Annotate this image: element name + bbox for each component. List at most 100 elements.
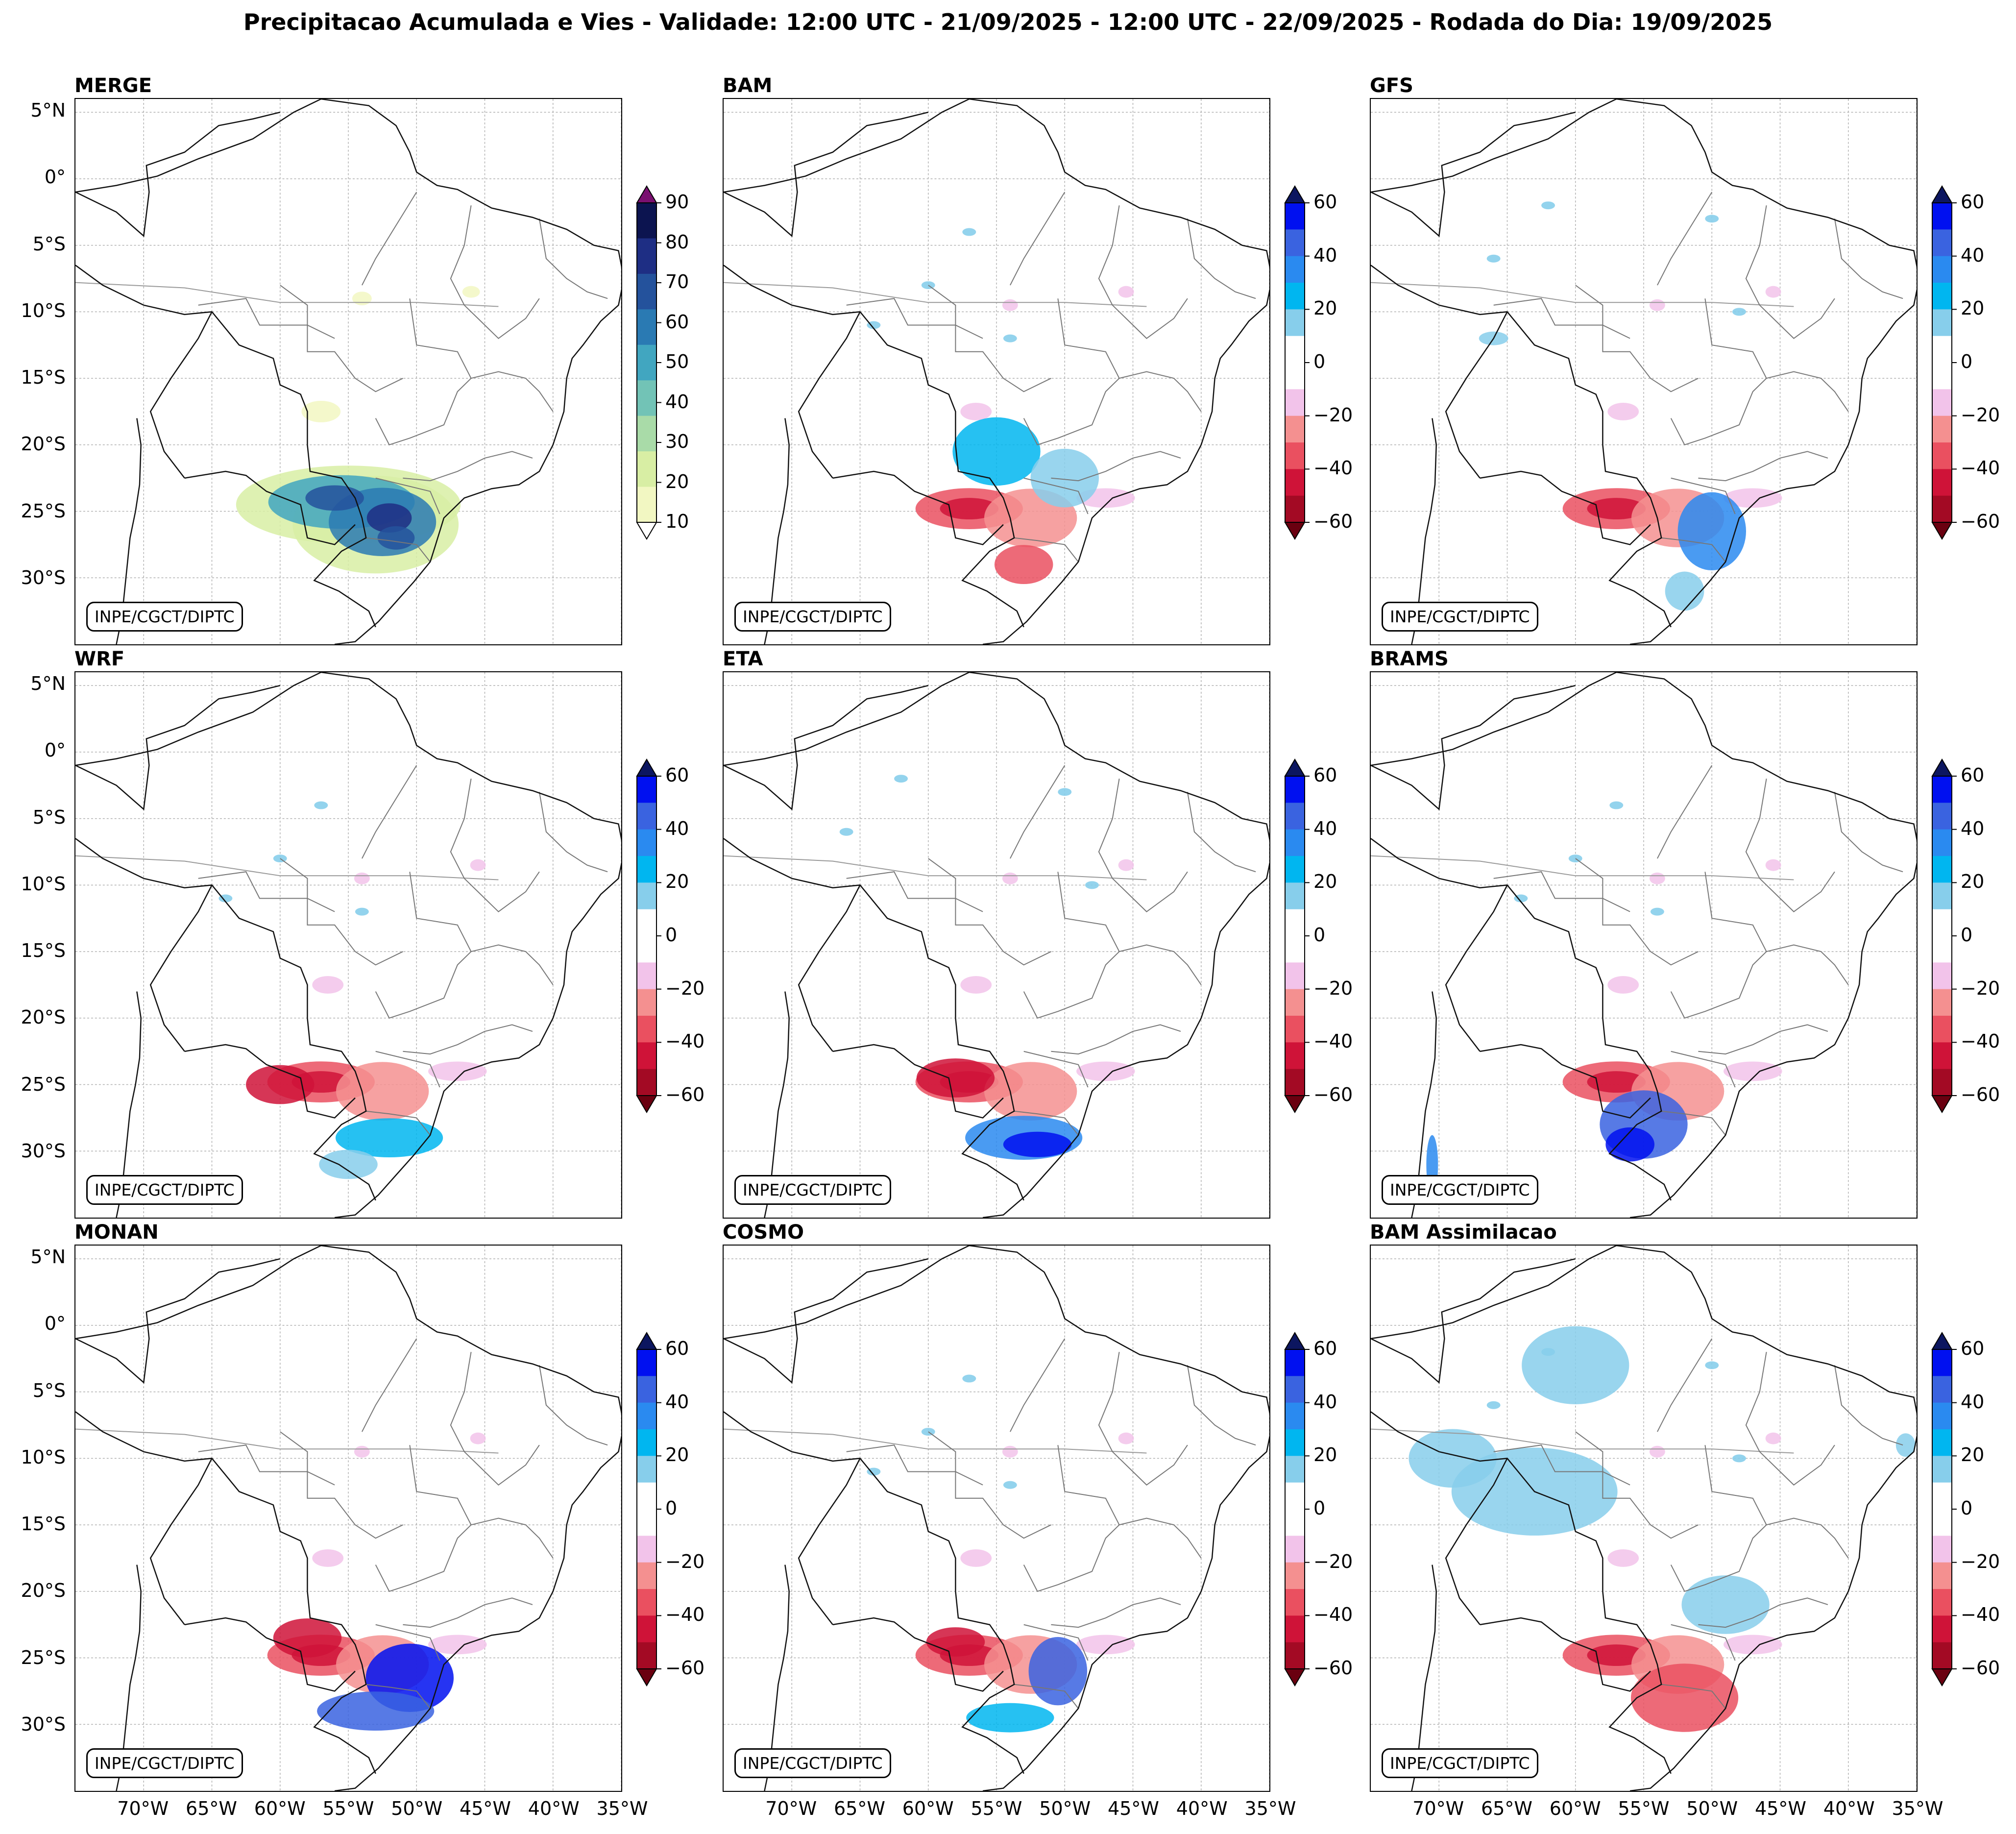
colorbar-tick-label: 0 <box>1313 351 1326 372</box>
bias-colorbar: 60 40 20 0 −20 −40 −60 <box>1284 1332 1353 1687</box>
colorbar-tick-label: −60 <box>1961 511 2000 532</box>
colorbar-tick-label: −40 <box>665 1030 705 1052</box>
panel-title: MERGE <box>74 74 152 97</box>
colorbar-tick-label: 40 <box>1313 817 1337 839</box>
lon-label: 60°W <box>1549 1798 1601 1819</box>
colorbar-tick-label: 20 <box>1961 871 1985 893</box>
colorbar-tick-label: 40 <box>665 391 689 413</box>
precipitation-field <box>839 775 1135 1160</box>
colorbar-tick-label: −60 <box>1961 1084 2000 1105</box>
precipitation-field <box>267 1432 487 1731</box>
map-panel: INPE/CGCT/DIPTC <box>1370 671 1918 1219</box>
lat-label: 15°S <box>21 1513 66 1535</box>
colorbar-scale <box>636 758 661 1113</box>
colorbar-tick-label: −20 <box>1313 977 1353 999</box>
colorbar-tick-label: 20 <box>1313 1444 1337 1466</box>
lon-label: 45°W <box>1108 1798 1159 1819</box>
colorbar-tick-label: 80 <box>665 231 689 253</box>
panel-title: COSMO <box>723 1221 804 1244</box>
colorbar-tick-label: 30 <box>665 431 689 452</box>
panel-title: WRF <box>74 648 125 670</box>
colorbar-tick-label: −20 <box>1961 404 2000 426</box>
lon-label: 45°W <box>460 1798 511 1819</box>
colorbar-tick-label: −60 <box>1313 511 1353 532</box>
map-canvas <box>1371 99 1917 644</box>
lon-label: 55°W <box>1618 1798 1670 1819</box>
colorbar-tick-label: −60 <box>665 1657 705 1679</box>
colorbar-tick-label: 0 <box>1313 924 1326 946</box>
colorbar-tick-label: 20 <box>1313 297 1337 319</box>
colorbar-tick-label: −20 <box>665 1550 705 1572</box>
map-panel: INPE/CGCT/DIPTC <box>723 98 1270 645</box>
map-canvas <box>75 1246 621 1791</box>
colorbar-tick-label: 60 <box>1961 764 1985 786</box>
colorbar-tick-label: 20 <box>665 871 689 893</box>
precipitation-field <box>1409 1326 1916 1732</box>
map-canvas <box>1371 1246 1917 1791</box>
lon-label: 60°W <box>902 1798 954 1819</box>
colorbar-tick-label: 60 <box>1313 764 1337 786</box>
lat-label: 5°S <box>32 1379 66 1401</box>
lat-label: 10°S <box>21 299 66 321</box>
colorbar-tick-label: 60 <box>1313 1338 1337 1359</box>
map-canvas <box>75 99 621 644</box>
colorbar-tick-label: −40 <box>1961 1604 2000 1626</box>
lat-label: 5°N <box>30 99 66 122</box>
lat-label: 5°N <box>30 1246 66 1268</box>
colorbar-tick-label: 60 <box>665 311 689 333</box>
colorbar-tick-label: 60 <box>1961 1338 1985 1359</box>
colorbar-tick-label: 0 <box>665 1497 678 1519</box>
lat-label: 25°S <box>21 1073 66 1095</box>
lon-label: 70°W <box>117 1798 169 1819</box>
colorbar-tick-label: −60 <box>1313 1657 1353 1679</box>
lon-label: 35°W <box>1892 1798 1943 1819</box>
bias-colorbar: 60 40 20 0 −20 −40 −60 <box>636 758 704 1113</box>
lon-label: 35°W <box>596 1798 648 1819</box>
credit-label: INPE/CGCT/DIPTC <box>1382 602 1538 632</box>
lat-label: 15°S <box>21 367 66 389</box>
bias-colorbar: 60 40 20 0 −20 −40 −60 <box>1284 185 1353 540</box>
panel-title: BAM <box>723 74 773 97</box>
colorbar-tick-label: −40 <box>1313 457 1353 479</box>
colorbar-tick-label: 50 <box>665 351 689 372</box>
colorbar-tick-label: 40 <box>1961 817 1985 839</box>
lat-label: 20°S <box>21 1006 66 1028</box>
colorbar-tick-label: 40 <box>1961 244 1985 266</box>
colorbar-tick-label: 20 <box>1961 1444 1985 1466</box>
lat-label: 5°S <box>32 806 66 828</box>
panel-title: BRAMS <box>1370 648 1449 670</box>
precipitation-field <box>867 228 1135 584</box>
credit-label: INPE/CGCT/DIPTC <box>86 1175 243 1205</box>
panel-title: GFS <box>1370 74 1413 97</box>
colorbar-tick-label: −40 <box>1313 1604 1353 1626</box>
colorbar-tick-label: 70 <box>665 271 689 293</box>
map-panel: INPE/CGCT/DIPTC <box>1370 1245 1918 1792</box>
precipitation-field <box>1426 801 1782 1194</box>
colorbar-scale <box>1931 185 1957 540</box>
page-title: Precipitacao Acumulada e Vies - Validade… <box>243 9 1773 35</box>
panel-title: BAM Assimilacao <box>1370 1221 1557 1244</box>
lat-label: 0° <box>44 1313 66 1335</box>
lat-label: 25°S <box>21 1646 66 1668</box>
lat-label: 20°S <box>21 1580 66 1602</box>
colorbar-tick-label: 40 <box>1313 1391 1337 1413</box>
lon-label: 45°W <box>1755 1798 1806 1819</box>
lat-label: 30°S <box>21 1713 66 1735</box>
panel-title: MONAN <box>74 1221 159 1244</box>
map-canvas <box>75 672 621 1218</box>
precip-colorbar: 90 80 70 60 50 40 30 20 10 <box>636 185 689 540</box>
colorbar-tick-label: 20 <box>1961 297 1985 319</box>
colorbar-scale <box>1284 185 1310 540</box>
map-panel: INPE/CGCT/DIPTC <box>723 671 1270 1219</box>
colorbar-tick-label: −20 <box>1313 1550 1353 1572</box>
lat-label: 20°S <box>21 433 66 455</box>
lat-label: 30°S <box>21 566 66 588</box>
lat-label: 0° <box>44 166 66 188</box>
colorbar-tick-label: −40 <box>1313 1030 1353 1052</box>
lon-label: 60°W <box>254 1798 306 1819</box>
bias-colorbar: 60 40 20 0 −20 −40 −60 <box>1284 758 1353 1113</box>
colorbar-tick-label: 40 <box>665 1391 689 1413</box>
colorbar-tick-label: −60 <box>665 1084 705 1105</box>
colorbar-tick-label: −60 <box>1961 1657 2000 1679</box>
lon-label: 70°W <box>765 1798 817 1819</box>
